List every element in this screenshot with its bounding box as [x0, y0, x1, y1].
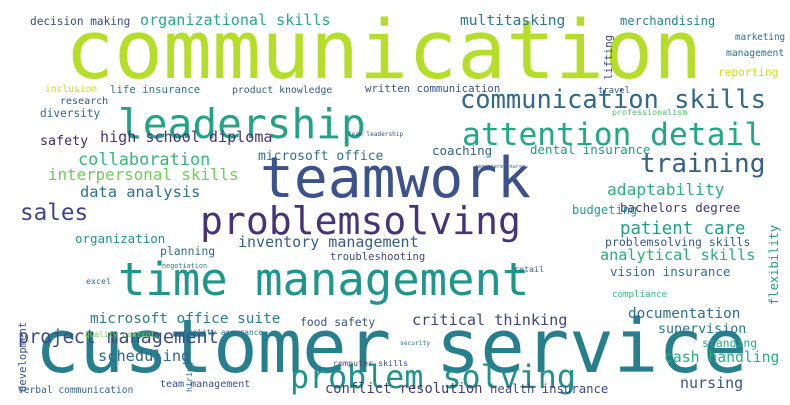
- word: lifting: [602, 35, 615, 80]
- word: budgeting: [572, 203, 637, 217]
- word: planning: [160, 244, 215, 258]
- word: training: [640, 149, 765, 179]
- word: time management: [118, 253, 529, 306]
- word: sales: [20, 200, 88, 226]
- word: research: [60, 96, 108, 107]
- word: product knowledge: [232, 85, 332, 96]
- word: conflict resolution: [325, 381, 482, 397]
- word: travel: [598, 86, 630, 96]
- word: inclusion: [45, 84, 97, 95]
- word: coaching: [432, 143, 492, 158]
- word: critical thinking: [412, 311, 567, 329]
- word: communication: [65, 3, 702, 98]
- word: multitasking: [460, 12, 565, 29]
- word: attention detail: [462, 117, 763, 153]
- word: decision making: [30, 15, 130, 28]
- word: compliance: [612, 289, 667, 300]
- word: communication skills: [460, 84, 766, 114]
- word: excel: [86, 276, 111, 286]
- word: team management: [160, 379, 250, 390]
- word: teamwork: [260, 146, 531, 211]
- word: adaptability: [607, 180, 725, 199]
- word: dental insurance: [530, 142, 650, 157]
- word: diversity: [40, 107, 101, 120]
- word: organizational skills: [140, 11, 331, 29]
- word: development: [16, 322, 29, 392]
- word: bachelors degree: [620, 200, 740, 215]
- word: security: [400, 340, 430, 347]
- word: hiring: [184, 362, 194, 392]
- word: life insurance: [110, 83, 200, 96]
- word: supervision: [658, 322, 746, 337]
- word: retail: [514, 264, 544, 274]
- word: vision insurance: [610, 264, 730, 279]
- word: inventory management: [238, 233, 419, 251]
- word: quality assurance: [183, 328, 263, 337]
- word: registered nurse: [475, 164, 525, 170]
- word: reporting: [718, 66, 778, 79]
- word: quality control: [85, 330, 155, 339]
- word: project management: [18, 327, 219, 348]
- word: health insurance: [490, 382, 608, 396]
- word: written communication: [365, 82, 500, 95]
- word: documentation: [628, 306, 740, 322]
- word: problemsolving skills: [605, 235, 750, 249]
- word: problem solving: [290, 360, 576, 396]
- word: standing: [702, 336, 757, 350]
- word: scheduling: [98, 347, 190, 365]
- word: computer skills: [333, 358, 408, 368]
- word: collaboration: [78, 149, 210, 169]
- word: organization: [75, 231, 165, 246]
- word: professionalism: [612, 107, 687, 117]
- word: management: [726, 48, 784, 59]
- word: patient care: [620, 219, 745, 239]
- word: high school diploma: [100, 128, 272, 146]
- word: microsoft office suite: [90, 311, 280, 327]
- word: analytical skills: [600, 246, 755, 264]
- word: cash handling: [664, 349, 779, 366]
- word: problemsolving: [200, 199, 521, 243]
- word: negotiation: [162, 262, 207, 270]
- word: troubleshooting: [330, 251, 425, 263]
- word: merchandising: [620, 14, 715, 28]
- word: team leadership: [348, 131, 403, 138]
- word: marketing: [735, 32, 785, 43]
- word: microsoft office: [258, 149, 384, 164]
- word: data analysis: [80, 183, 200, 201]
- word: interpersonal skills: [48, 165, 239, 184]
- word: leadership: [118, 100, 366, 148]
- word: customer service: [35, 304, 747, 390]
- word: flexibility: [767, 225, 781, 305]
- word: verbal communication: [18, 385, 133, 396]
- word: safety: [40, 134, 88, 149]
- word: food safety: [300, 315, 375, 329]
- word: nursing: [680, 374, 743, 392]
